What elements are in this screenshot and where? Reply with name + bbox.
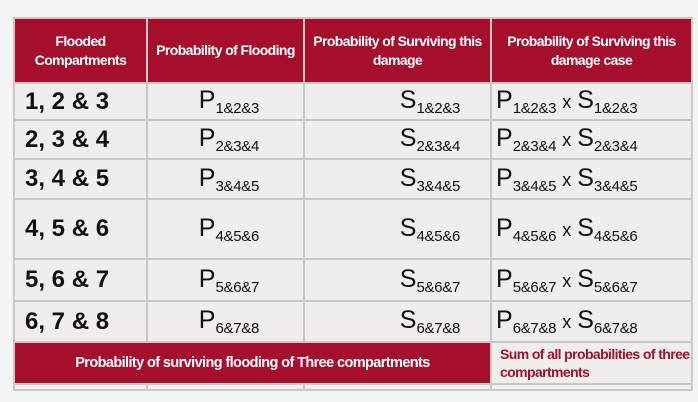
s-symbol: S: [399, 163, 417, 192]
table-row: 6, 7 & 8 P6&7&8 S6&7&8 P6&7&8 x S6&7&8: [15, 302, 691, 341]
survival-probability-cell: S2&3&4: [305, 121, 490, 158]
product-cell: P3&4&5 x S3&4&5: [492, 160, 691, 198]
compartments-cell: 1, 2 & 3: [15, 84, 146, 119]
p-symbol: P: [198, 124, 216, 152]
s-subscript: 1&2&3: [416, 100, 460, 117]
p-symbol: P: [496, 264, 513, 293]
table-row: 1, 2 & 3 P1&2&3 S1&2&3 P1&2&3 x S1&2&3: [15, 84, 691, 119]
p-symbol: P: [198, 213, 216, 242]
s-subscript: 6&7&8: [416, 320, 460, 337]
spacer: [15, 385, 146, 389]
header-flooded-compartments: Flooded Compartments: [15, 19, 146, 82]
p-symbol: P: [496, 86, 513, 114]
p-subscript: 1&2&3: [512, 100, 557, 117]
table-row: 2, 3 & 4 P2&3&4 S2&3&4 P2&3&4 x S2&3&4: [15, 121, 691, 158]
p-subscript: 5&6&7: [512, 278, 557, 296]
product-cell: P6&7&8 x S6&7&8: [492, 302, 691, 341]
p-subscript: 2&3&4: [512, 138, 557, 155]
times-sign: x: [562, 92, 572, 112]
table-row: 4, 5 & 6 P4&5&6 S4&5&6 P4&5&6 x S4&5&6: [15, 200, 691, 258]
compartments-cell: 6, 7 & 8: [15, 302, 146, 341]
p-subscript: 4&5&6: [512, 227, 557, 245]
times-sign: x: [562, 169, 572, 190]
compartments-cell: 4, 5 & 6: [15, 200, 146, 258]
s-subscript: 2&3&4: [416, 138, 460, 155]
p-symbol: P: [198, 264, 216, 293]
flooding-probability-cell: P3&4&5: [148, 160, 303, 198]
header-row: Flooded Compartments Probability of Floo…: [15, 19, 691, 82]
footer-sum: Sum of all probabilities of three compar…: [492, 343, 691, 383]
s-symbol: S: [577, 163, 594, 192]
table-row: 3, 4 & 5 P3&4&5 S3&4&5 P3&4&5 x S3&4&5: [15, 160, 691, 198]
p-subscript: 3&4&5: [215, 177, 259, 195]
compartments-cell: 3, 4 & 5: [15, 160, 146, 198]
survival-probability-cell: S1&2&3: [305, 84, 490, 119]
table-row: 5, 6 & 7 P5&6&7 S5&6&7 P5&6&7 x S5&6&7: [15, 260, 691, 300]
p-symbol: P: [198, 163, 216, 192]
s-symbol: S: [577, 306, 594, 334]
flooding-probability-cell: P4&5&6: [148, 200, 303, 258]
survival-probability-cell: S3&4&5: [305, 160, 490, 198]
header-probability-surviving: Probability of Surviving this damage: [305, 19, 490, 82]
p-symbol: P: [198, 86, 216, 114]
p-symbol: P: [496, 306, 513, 334]
s-symbol: S: [399, 124, 417, 152]
compartments-cell: 2, 3 & 4: [15, 121, 146, 158]
s-subscript: 4&5&6: [593, 227, 638, 245]
p-symbol: P: [496, 163, 513, 192]
flooding-probability-cell: P1&2&3: [148, 84, 303, 119]
footer-label: Probability of surviving flooding of Thr…: [15, 343, 490, 383]
times-sign: x: [562, 270, 572, 291]
s-symbol: S: [577, 86, 594, 114]
p-subscript: 6&7&8: [512, 320, 557, 337]
s-subscript: 6&7&8: [593, 320, 638, 337]
probability-table: Flooded Compartments Probability of Floo…: [13, 17, 693, 391]
product-cell: P5&6&7 x S5&6&7: [492, 260, 691, 300]
s-symbol: S: [577, 264, 594, 293]
p-subscript: 1&2&3: [215, 100, 259, 117]
p-symbol: P: [496, 124, 513, 152]
times-sign: x: [562, 130, 572, 150]
times-sign: x: [562, 219, 572, 240]
times-sign: x: [562, 312, 572, 332]
p-symbol: P: [198, 306, 216, 334]
s-symbol: S: [399, 213, 417, 242]
s-symbol: S: [577, 124, 594, 152]
p-subscript: 5&6&7: [215, 278, 259, 296]
s-symbol: S: [399, 264, 417, 293]
s-subscript: 5&6&7: [416, 278, 460, 296]
footer-row: Probability of surviving flooding of Thr…: [15, 343, 691, 383]
header-probability-flooding: Probability of Flooding: [148, 19, 303, 82]
survival-probability-cell: S5&6&7: [305, 260, 490, 300]
p-subscript: 4&5&6: [215, 227, 259, 245]
s-subscript: 4&5&6: [416, 227, 460, 245]
s-subscript: 5&6&7: [593, 278, 638, 296]
flooding-probability-cell: P2&3&4: [148, 121, 303, 158]
survival-probability-cell: S4&5&6: [305, 200, 490, 258]
p-subscript: 2&3&4: [215, 138, 259, 155]
s-subscript: 2&3&4: [593, 138, 638, 155]
s-subscript: 1&2&3: [593, 100, 638, 117]
header-probability-surviving-case: Probability of Surviving this damage cas…: [492, 19, 691, 82]
p-symbol: P: [496, 213, 513, 242]
product-cell: P1&2&3 x S1&2&3: [492, 84, 691, 119]
s-subscript: 3&4&5: [593, 177, 638, 195]
survival-probability-cell: S6&7&8: [305, 302, 490, 341]
p-subscript: 3&4&5: [512, 177, 557, 195]
s-symbol: S: [399, 306, 417, 334]
s-symbol: S: [399, 86, 417, 114]
flooding-probability-cell: P6&7&8: [148, 302, 303, 341]
flooding-probability-cell: P5&6&7: [148, 260, 303, 300]
product-cell: P4&5&6 x S4&5&6: [492, 200, 691, 258]
product-cell: P2&3&4 x S2&3&4: [492, 121, 691, 158]
s-symbol: S: [577, 213, 594, 242]
s-subscript: 3&4&5: [416, 177, 460, 195]
compartments-cell: 5, 6 & 7: [15, 260, 146, 300]
p-subscript: 6&7&8: [215, 320, 259, 337]
